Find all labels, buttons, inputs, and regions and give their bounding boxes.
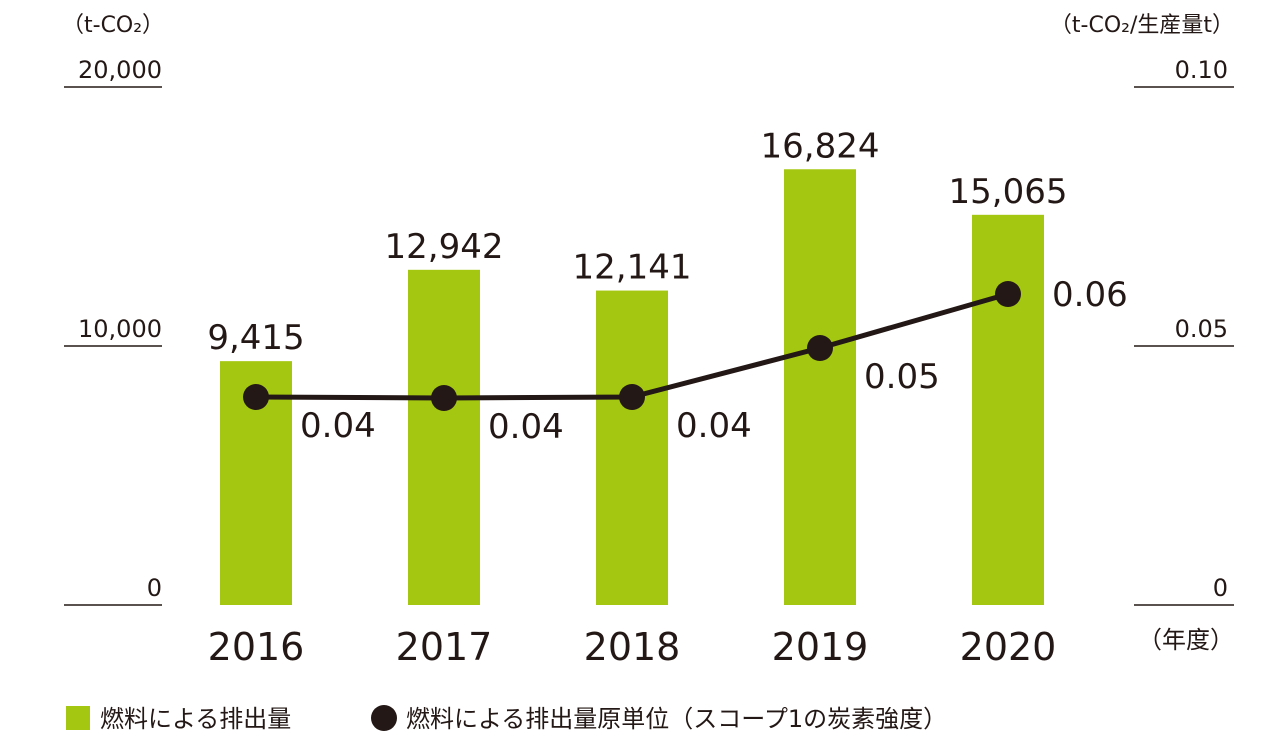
line-point-2020 [995,281,1021,307]
bar-value-label: 16,824 [761,126,880,166]
line-value-label: 0.04 [676,406,752,446]
right-axis-unit-label: （t-CO₂/生産量t） [1050,13,1234,38]
x-axis-labels: 2016 2017 2018 2019 2020 [208,625,1057,669]
line-value-label: 0.04 [300,406,376,446]
line-value-label: 0.04 [488,407,564,447]
line-point-2018 [619,384,645,410]
chart-legend: 燃料による排出量 燃料による排出量原単位（スコープ1の炭素強度） [66,705,947,733]
x-axis-label: 2017 [396,625,493,669]
bar-2019 [784,169,856,605]
bar-value-label: 9,415 [207,318,304,358]
line-value-label: 0.05 [864,357,940,397]
line-point-2017 [431,385,457,411]
x-axis-unit-label: （年度） [1138,626,1234,654]
right-axis-tick-label: 0 [1213,574,1228,602]
legend-bar-label: 燃料による排出量 [100,705,291,733]
line-series: 0.04 0.04 0.04 0.05 0.06 [243,275,1128,447]
bar-series [220,169,1044,605]
legend-bar-swatch [66,706,90,730]
bar-value-label: 15,065 [949,172,1068,212]
line-point-2016 [243,384,269,410]
right-axis-tick-label: 0.05 [1175,315,1228,343]
bar-value-label: 12,141 [573,248,692,288]
left-axis-tick-label: 20,000 [78,56,162,84]
left-axis-ticks: 0 10,000 20,000 [64,56,162,606]
line-point-2019 [807,335,833,361]
line-value-label: 0.06 [1052,275,1128,315]
right-axis-tick-label: 0.10 [1175,56,1228,84]
left-axis-tick-label: 10,000 [78,315,162,343]
bar-value-label: 12,942 [385,227,504,267]
x-axis-label: 2016 [208,625,305,669]
right-axis-ticks: 0 0.05 0.10 [1134,56,1234,606]
x-axis-label: 2020 [960,625,1057,669]
legend-line-marker [371,705,397,731]
left-axis-tick-label: 0 [147,574,162,602]
bar-2017 [408,269,480,605]
bar-2020 [972,214,1044,605]
legend-line-label: 燃料による排出量原単位（スコープ1の炭素強度） [406,705,947,733]
x-axis-label: 2019 [772,625,869,669]
left-axis-unit-label: （t-CO₂） [62,13,164,38]
bar-value-labels: 9,415 12,942 12,141 16,824 15,065 [207,126,1067,358]
bar-2018 [596,290,668,605]
x-axis-label: 2018 [584,625,681,669]
